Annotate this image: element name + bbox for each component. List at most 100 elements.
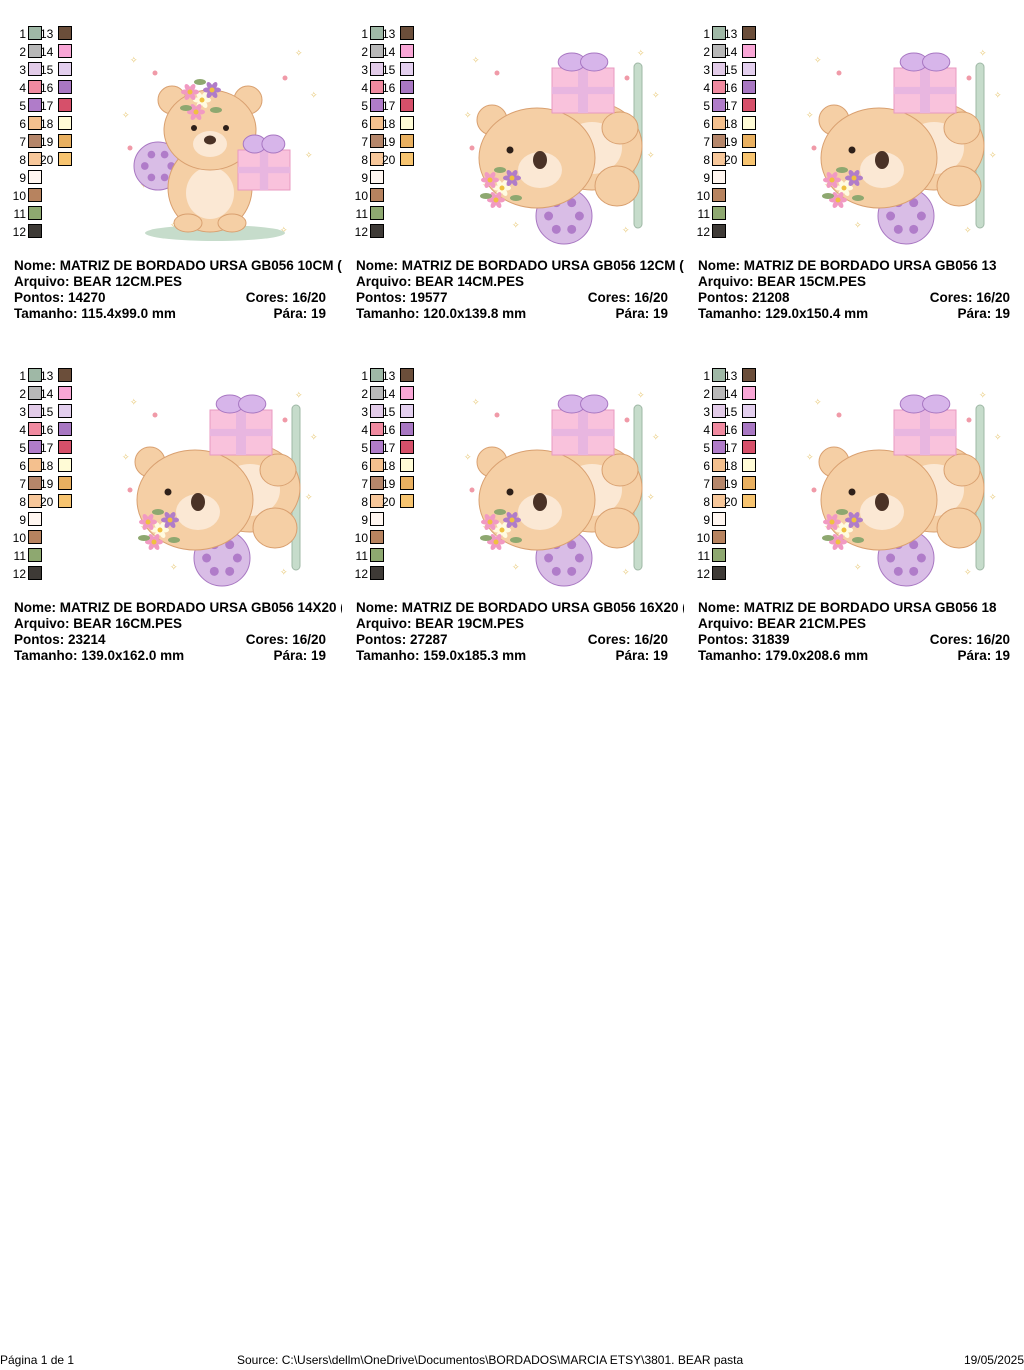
bear-illustration: ✧✧✧✧✧✧✧✧ bbox=[464, 48, 660, 245]
palette-entry: 8 bbox=[684, 151, 774, 169]
palette-number: 20 bbox=[382, 153, 396, 167]
color-swatch bbox=[58, 368, 72, 382]
star-icon: ✧ bbox=[305, 492, 313, 502]
info-pontos: Pontos: 19577 bbox=[356, 290, 448, 305]
color-swatch bbox=[742, 494, 756, 508]
palette-number: 6 bbox=[19, 459, 26, 473]
palette-number: 11 bbox=[13, 549, 26, 563]
color-swatch bbox=[400, 476, 414, 490]
dot-icon bbox=[624, 417, 630, 423]
color-swatch bbox=[58, 386, 72, 400]
star-icon: ✧ bbox=[622, 567, 630, 577]
palette-number: 16 bbox=[40, 423, 54, 437]
info-para: Pára: 19 bbox=[957, 648, 1010, 663]
bear-illustration: ✧✧✧✧✧✧✧✧ bbox=[806, 48, 1002, 245]
palette-number: 11 bbox=[355, 549, 368, 563]
color-swatch bbox=[742, 440, 756, 454]
palette-entry: 17 bbox=[684, 439, 774, 457]
palette-number: 12 bbox=[696, 567, 710, 581]
color-swatch bbox=[400, 404, 414, 418]
dot-icon bbox=[494, 70, 500, 76]
color-swatch bbox=[28, 206, 42, 220]
info-nome: Nome: MATRIZ DE BORDADO URSA GB056 14X20… bbox=[14, 600, 342, 615]
color-swatch bbox=[370, 116, 384, 130]
dot-icon bbox=[836, 412, 842, 418]
palette-entry: 6 bbox=[342, 115, 432, 133]
palette-entry: 1 bbox=[0, 25, 90, 43]
palette-number: 5 bbox=[19, 99, 26, 113]
palette-entry: 10 bbox=[684, 187, 774, 205]
color-swatch bbox=[370, 98, 384, 112]
palette-number: 15 bbox=[382, 63, 396, 77]
color-swatch bbox=[28, 170, 42, 184]
info-para: Pára: 19 bbox=[615, 648, 668, 663]
info-tamanho: Tamanho: 179.0x208.6 mm bbox=[698, 648, 869, 663]
star-icon: ✧ bbox=[512, 562, 520, 572]
color-swatch bbox=[400, 134, 414, 148]
color-swatch bbox=[712, 170, 726, 184]
palette-number: 7 bbox=[361, 477, 368, 491]
palette-entry: 6 bbox=[684, 457, 774, 475]
palette-number: 7 bbox=[361, 135, 368, 149]
flower-icon bbox=[480, 167, 522, 209]
palette-number: 1 bbox=[361, 369, 368, 383]
palette-number: 15 bbox=[382, 405, 396, 419]
palette-entry: 4 bbox=[342, 421, 432, 439]
palette-number: 15 bbox=[724, 63, 738, 77]
color-swatch bbox=[58, 116, 72, 130]
palette-number: 12 bbox=[354, 225, 368, 239]
info-nome: Nome: MATRIZ DE BORDADO URSA GB056 12CM … bbox=[356, 258, 684, 273]
palette-entry: 2 bbox=[0, 43, 90, 61]
palette-entry: 2 bbox=[684, 43, 774, 61]
palette-number: 11 bbox=[697, 207, 710, 221]
palette-entry: 1 bbox=[684, 25, 774, 43]
design-card: 1234567891011121314151617181920✧✧✧✧✧✧✧✧N… bbox=[684, 18, 1024, 360]
color-swatch bbox=[742, 80, 756, 94]
color-swatch bbox=[370, 26, 384, 40]
palette-entry: 19 bbox=[684, 133, 774, 151]
color-swatch bbox=[370, 548, 384, 562]
palette-number: 16 bbox=[40, 81, 54, 95]
color-swatch bbox=[400, 98, 414, 112]
palette-number: 2 bbox=[361, 387, 368, 401]
star-icon: ✧ bbox=[806, 452, 814, 462]
palette-number: 13 bbox=[40, 369, 54, 383]
palette-entry: 7 bbox=[342, 475, 432, 493]
star-icon: ✧ bbox=[979, 390, 987, 400]
palette-number: 4 bbox=[361, 81, 368, 95]
color-swatch bbox=[712, 512, 726, 526]
embroidery-preview: ✧✧✧✧✧✧✧✧ bbox=[110, 38, 320, 248]
palette-entry: 1 bbox=[684, 367, 774, 385]
info-para: Pára: 19 bbox=[615, 306, 668, 321]
palette-number: 14 bbox=[724, 387, 738, 401]
palette-entry: 19 bbox=[342, 475, 432, 493]
palette-entry: 4 bbox=[684, 421, 774, 439]
palette-entry: 16 bbox=[0, 421, 90, 439]
palette-number: 14 bbox=[382, 45, 396, 59]
star-icon: ✧ bbox=[989, 150, 997, 160]
palette-number: 7 bbox=[703, 477, 710, 491]
color-swatch bbox=[712, 44, 726, 58]
star-icon: ✧ bbox=[310, 90, 318, 100]
palette-number: 17 bbox=[724, 441, 738, 455]
palette-number: 10 bbox=[12, 189, 26, 203]
color-swatch bbox=[712, 440, 726, 454]
color-swatch bbox=[28, 404, 42, 418]
palette-number: 6 bbox=[361, 459, 368, 473]
palette-entry: 14 bbox=[342, 43, 432, 61]
palette-number: 10 bbox=[354, 531, 368, 545]
palette-number: 14 bbox=[40, 45, 54, 59]
design-card: 1234567891011121314151617181920✧✧✧✧✧✧✧✧N… bbox=[0, 360, 342, 702]
info-arquivo: Arquivo: BEAR 19CM.PES bbox=[356, 616, 525, 631]
info-para: Pára: 19 bbox=[957, 306, 1010, 321]
palette-number: 4 bbox=[703, 81, 710, 95]
palette-entry: 14 bbox=[0, 43, 90, 61]
palette-entry: 12 bbox=[684, 565, 774, 583]
color-swatch bbox=[712, 80, 726, 94]
palette-number: 1 bbox=[19, 27, 26, 41]
color-swatch bbox=[712, 98, 726, 112]
color-swatch bbox=[742, 404, 756, 418]
star-icon: ✧ bbox=[130, 55, 138, 65]
color-swatch bbox=[28, 62, 42, 76]
color-swatch bbox=[712, 494, 726, 508]
